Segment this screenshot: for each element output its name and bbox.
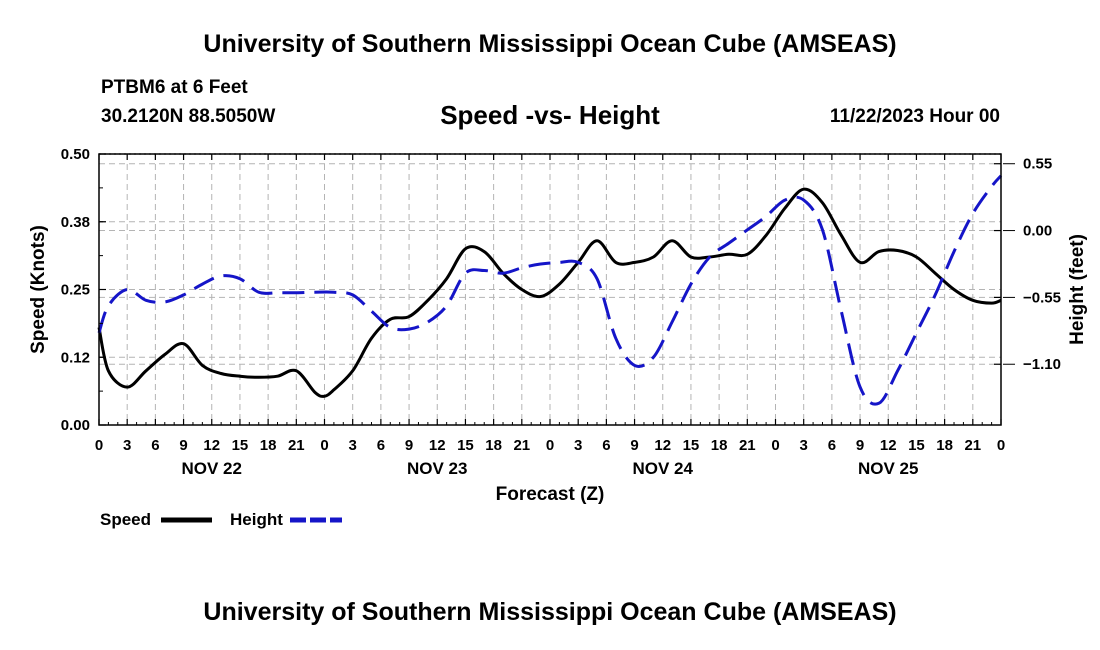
x-tick-label: 9 xyxy=(405,437,413,454)
x-tick-label: 3 xyxy=(349,437,357,454)
x-tick-label: 6 xyxy=(377,437,385,454)
chart-title: University of Southern Mississippi Ocean… xyxy=(203,30,897,58)
x-tick-label: 18 xyxy=(711,437,728,454)
x-tick-label: 18 xyxy=(485,437,502,454)
forecast-datetime: 11/22/2023 Hour 00 xyxy=(829,106,1000,127)
x-tick-label: 3 xyxy=(574,437,582,454)
x-tick-label: 12 xyxy=(880,437,897,454)
y-right-tick-label: −1.10 xyxy=(1023,356,1061,373)
x-tick-label: 9 xyxy=(179,437,187,454)
x-tick-label: 18 xyxy=(260,437,277,454)
y-left-tick-label: 0.00 xyxy=(61,417,90,434)
x-tick-label: 9 xyxy=(630,437,638,454)
x-tick-label: 12 xyxy=(654,437,671,454)
legend-label-speed: Speed xyxy=(100,510,151,529)
x-tick-label: 3 xyxy=(800,437,808,454)
x-tick-label: 21 xyxy=(739,437,756,454)
x-tick-label: 0 xyxy=(320,437,328,454)
x-tick-label: 6 xyxy=(828,437,836,454)
x-tick-label: 3 xyxy=(123,437,131,454)
chart-grid xyxy=(99,154,1001,425)
chart-legend: Speed Height xyxy=(100,510,342,529)
x-tick-label: 15 xyxy=(908,437,925,454)
day-label: NOV 22 xyxy=(182,459,242,478)
y-right-axis-title: Height (feet) xyxy=(1067,234,1088,345)
day-label: NOV 24 xyxy=(633,459,694,478)
x-tick-label: 0 xyxy=(997,437,1005,454)
station-coordinates: 30.2120N 88.5050W xyxy=(101,106,276,127)
series-line-height xyxy=(97,174,1003,406)
x-tick-label: 15 xyxy=(232,437,249,454)
y-left-axis-title: Speed (Knots) xyxy=(28,225,49,354)
x-tick-label: 18 xyxy=(936,437,953,454)
x-tick-label: 15 xyxy=(457,437,474,454)
x-tick-label: 21 xyxy=(964,437,981,454)
y-left-tick-label: 0.50 xyxy=(61,146,90,163)
x-tick-label: 0 xyxy=(95,437,103,454)
legend-label-height: Height xyxy=(230,510,283,529)
y-right-tick-label: 0.55 xyxy=(1023,156,1052,173)
x-tick-label: 12 xyxy=(429,437,446,454)
x-tick-label: 0 xyxy=(546,437,554,454)
series-line-speed xyxy=(97,187,1002,398)
day-label: NOV 23 xyxy=(407,459,467,478)
y-right-tick-label: 0.00 xyxy=(1023,223,1052,240)
x-axis-title: Forecast (Z) xyxy=(496,484,605,505)
chart-subtitle: Speed -vs- Height xyxy=(440,100,660,130)
x-tick-label: 6 xyxy=(602,437,610,454)
y-right-tick-label: −0.55 xyxy=(1023,289,1061,306)
x-tick-label: 21 xyxy=(288,437,305,454)
y-left-tick-label: 0.38 xyxy=(61,214,90,231)
x-tick-label: 6 xyxy=(151,437,159,454)
x-tick-label: 12 xyxy=(203,437,220,454)
series-layer xyxy=(97,174,1003,406)
x-tick-label: 15 xyxy=(683,437,700,454)
chart-axes xyxy=(98,153,1015,426)
station-label: PTBM6 at 6 Feet xyxy=(101,77,248,98)
x-tick-label: 9 xyxy=(856,437,864,454)
chart-labels: 0 3 6 9 12 15 18 21 0 3 6 9 12 15 18 21 0 3 6 9 12 15 18 21 0 3 6 9… xyxy=(28,146,1088,505)
footer-title: University of Southern Mississippi Ocean… xyxy=(203,598,897,626)
y-left-tick-label: 0.25 xyxy=(61,282,90,299)
y-left-tick-label: 0.12 xyxy=(61,349,90,366)
day-label: NOV 25 xyxy=(858,459,918,478)
x-tick-label: 0 xyxy=(771,437,779,454)
x-tick-label: 21 xyxy=(513,437,530,454)
